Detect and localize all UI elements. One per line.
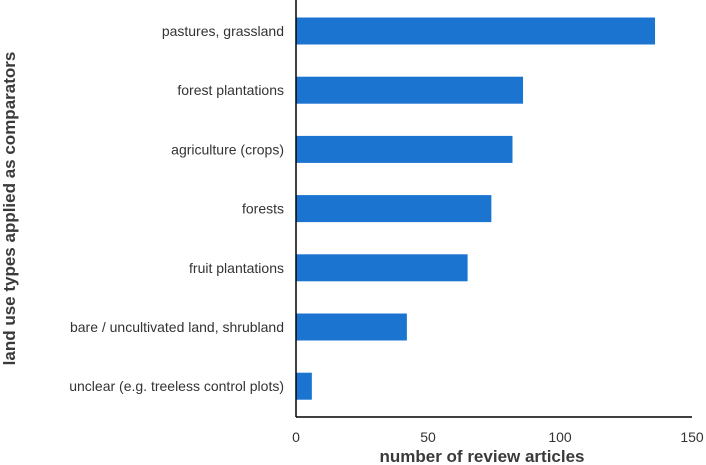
x-axis-title: number of review articles <box>379 447 584 465</box>
category-label: fruit plantations <box>189 260 284 276</box>
y-axis-title: land use types applied as comparators <box>0 52 19 366</box>
bar-0 <box>296 17 656 45</box>
x-tick-label: 0 <box>292 429 300 445</box>
bar-3 <box>296 195 492 223</box>
bar-1 <box>296 76 524 104</box>
category-label: pastures, grassland <box>162 23 284 39</box>
x-tick-labels: 0 50 100 150 <box>292 429 704 445</box>
category-label: forest plantations <box>177 82 284 98</box>
x-tick-label: 100 <box>548 429 572 445</box>
bar-5 <box>296 313 407 341</box>
category-labels: pastures, grassland forest plantations agr… <box>69 23 284 394</box>
bar-6 <box>296 372 312 400</box>
category-label: agriculture (crops) <box>171 141 284 157</box>
category-label: forests <box>242 201 284 217</box>
bar-4 <box>296 254 468 282</box>
x-tick-label: 50 <box>420 429 436 445</box>
x-tick-label: 150 <box>680 429 704 445</box>
category-label: unclear (e.g. treeless control plots) <box>69 378 284 394</box>
bar-2 <box>296 135 513 163</box>
bars-group <box>296 17 656 400</box>
category-label: bare / uncultivated land, shrubland <box>70 319 284 335</box>
